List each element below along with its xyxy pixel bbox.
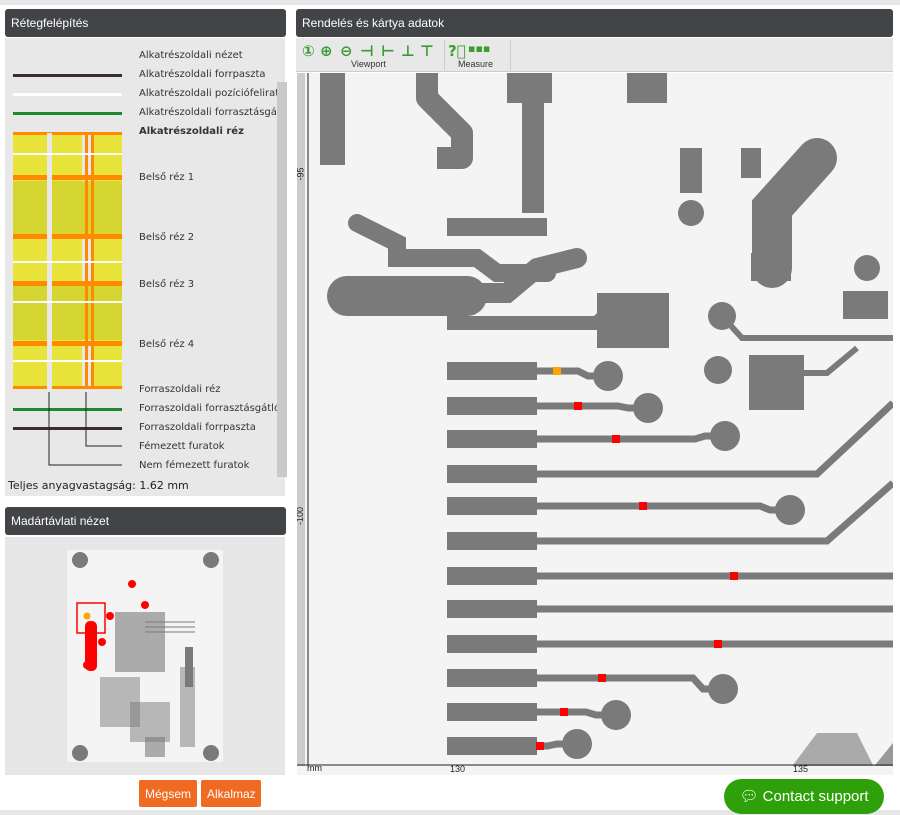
chat-bubble-icon: 💬︎ bbox=[739, 788, 763, 805]
smd-pad bbox=[447, 397, 537, 415]
ruler-y-tick: -100 bbox=[297, 506, 306, 526]
layer-label[interactable]: Forraszoldali réz bbox=[139, 384, 221, 395]
via-pad bbox=[562, 729, 592, 759]
measure-group-label: Measure bbox=[458, 59, 494, 69]
align-left-icon[interactable]: ⊣ bbox=[360, 42, 374, 60]
smd-pad bbox=[447, 737, 537, 755]
layer-label[interactable]: Alkatrészoldali pozíciófelirat bbox=[139, 88, 279, 99]
cancel-button[interactable]: Mégsem bbox=[139, 780, 197, 807]
pcb-drawing[interactable] bbox=[297, 73, 893, 775]
pcb-trace bbox=[537, 480, 893, 545]
zoom-in-icon[interactable]: ⊕ bbox=[320, 42, 333, 60]
via-pad bbox=[601, 700, 631, 730]
layer-stack-diagram bbox=[13, 74, 122, 466]
align-right-icon[interactable]: ⊢ bbox=[381, 42, 395, 60]
birdseye-view[interactable] bbox=[5, 537, 285, 775]
layer-stack: Alkatrészoldali nézet Alkatrészoldali fo… bbox=[5, 38, 287, 496]
toolbar-divider bbox=[444, 40, 445, 70]
smd-pad bbox=[447, 600, 537, 618]
ruler-x-tick: 130 bbox=[450, 764, 466, 774]
align-top-icon[interactable]: ⊥ bbox=[401, 42, 415, 60]
pad-rows bbox=[447, 361, 893, 759]
pcb-trace bbox=[537, 502, 790, 514]
measure-icon[interactable]: ▪▪▪ bbox=[468, 42, 491, 55]
smd-pad bbox=[447, 497, 537, 515]
layers-panel-title: Rétegfelépítés bbox=[5, 9, 286, 37]
via-pad bbox=[710, 421, 740, 451]
layer-label[interactable]: Alkatrészoldali nézet bbox=[139, 50, 243, 61]
ruler-y-tick: -95 bbox=[297, 167, 306, 181]
error-marker bbox=[730, 572, 738, 580]
smd-pad bbox=[447, 703, 537, 721]
error-marker bbox=[612, 435, 620, 443]
zoom-fit-icon[interactable]: ① bbox=[302, 42, 315, 60]
error-marker bbox=[536, 742, 544, 750]
error-marker bbox=[574, 402, 582, 410]
error-marker bbox=[553, 367, 561, 375]
smd-pad bbox=[447, 532, 537, 550]
layers-scrollbar[interactable] bbox=[277, 82, 287, 477]
total-thickness: Teljes anyagvastagság: 1.62 mm bbox=[8, 479, 189, 492]
error-marker bbox=[714, 640, 722, 648]
viewer-toolbar: ① ⊕ ⊖ ⊣ ⊢ ⊥ ⊤ Viewport ?⃝ ▪▪▪ Measure bbox=[296, 38, 893, 72]
smd-pad bbox=[447, 362, 537, 380]
via-pad bbox=[708, 674, 738, 704]
via-pad bbox=[593, 361, 623, 391]
via-pad bbox=[633, 393, 663, 423]
smd-pad bbox=[447, 430, 537, 448]
smd-pad bbox=[447, 567, 537, 585]
ruler-x-tick: 135 bbox=[793, 764, 809, 774]
layer-label[interactable]: Fémezett furatok bbox=[139, 441, 225, 452]
via-pad bbox=[775, 495, 805, 525]
layer-label[interactable]: Alkatrészoldali forrasztásgátló bbox=[139, 107, 279, 118]
layer-label[interactable]: Belső réz 3 bbox=[139, 279, 195, 290]
error-marker bbox=[598, 674, 606, 682]
smd-pad bbox=[447, 669, 537, 687]
align-bottom-icon[interactable]: ⊤ bbox=[420, 42, 434, 60]
layer-label[interactable]: Alkatrészoldali forrpaszta bbox=[139, 69, 266, 80]
contact-support-label: Contact support bbox=[762, 788, 869, 805]
smd-pad bbox=[447, 635, 537, 653]
pcb-trace bbox=[537, 432, 725, 443]
pcb-trace bbox=[537, 402, 648, 412]
error-marker bbox=[560, 708, 568, 716]
zoom-out-icon[interactable]: ⊖ bbox=[340, 42, 353, 60]
viewport-group-label: Viewport bbox=[351, 59, 386, 69]
pcb-trace bbox=[537, 674, 723, 693]
birdseye-board[interactable] bbox=[5, 537, 285, 775]
toolbar-divider bbox=[510, 40, 511, 70]
layer-label[interactable]: Belső réz 1 bbox=[139, 172, 195, 183]
ruler-unit: mm bbox=[307, 763, 322, 773]
error-marker bbox=[639, 502, 647, 510]
pcb-trace bbox=[537, 400, 893, 478]
layer-label[interactable]: Forraszoldali forrpaszta bbox=[139, 422, 256, 433]
layer-label[interactable]: Forraszoldali forrasztásgátló bbox=[139, 403, 279, 414]
pcb-canvas[interactable]: mm 130 135 -95 -100 bbox=[297, 73, 893, 775]
apply-button[interactable]: Alkalmaz bbox=[201, 780, 261, 807]
help-icon[interactable]: ?⃝ bbox=[448, 42, 466, 60]
layer-label[interactable]: Nem fémezett furatok bbox=[139, 460, 250, 471]
layer-label-selected[interactable]: Alkatrészoldali réz bbox=[139, 126, 244, 137]
contact-support-button[interactable]: 💬︎ Contact support bbox=[724, 779, 884, 814]
layer-label[interactable]: Belső réz 4 bbox=[139, 339, 195, 350]
birdseye-panel-title: Madártávlati nézet bbox=[5, 507, 286, 535]
main-panel-title: Rendelés és kártya adatok bbox=[296, 9, 893, 37]
layer-label[interactable]: Belső réz 2 bbox=[139, 232, 195, 243]
smd-pad bbox=[447, 465, 537, 483]
